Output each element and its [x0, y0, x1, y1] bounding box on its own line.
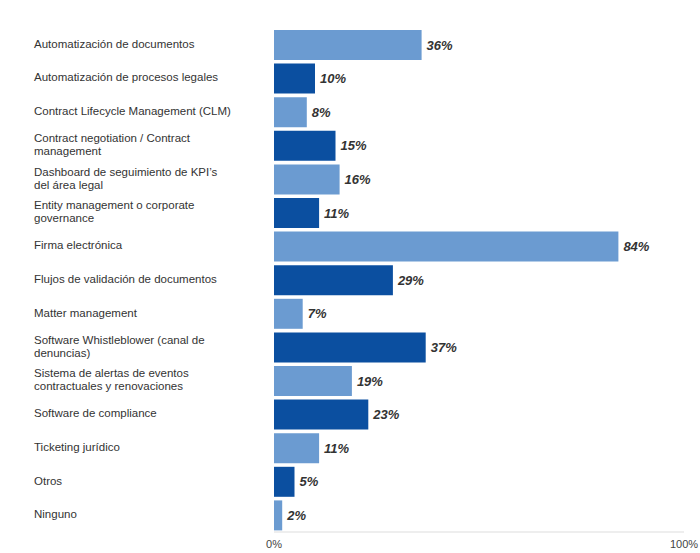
svg-text:Sistema de alertas de eventosc: Sistema de alertas de eventoscontractual…	[34, 367, 189, 392]
svg-text:Firma electrónica: Firma electrónica	[34, 239, 123, 251]
svg-text:11%: 11%	[324, 206, 349, 221]
svg-text:0%: 0%	[266, 538, 282, 550]
svg-text:Flujos de validación de docume: Flujos de validación de documentos	[34, 273, 217, 285]
svg-text:Automatización de documentos: Automatización de documentos	[34, 38, 195, 50]
svg-text:16%: 16%	[345, 172, 371, 187]
svg-text:2%: 2%	[286, 508, 306, 523]
svg-text:Software de compliance: Software de compliance	[34, 407, 157, 419]
svg-text:29%: 29%	[397, 273, 424, 288]
svg-text:36%: 36%	[427, 38, 453, 53]
svg-text:10%: 10%	[320, 71, 346, 86]
svg-text:Matter management: Matter management	[34, 307, 138, 319]
svg-text:5%: 5%	[300, 474, 319, 489]
svg-text:8%: 8%	[312, 105, 331, 120]
svg-text:19%: 19%	[357, 374, 383, 389]
svg-text:Software Whistleblower (canal: Software Whistleblower (canal dedenuncia…	[34, 334, 205, 359]
svg-text:7%: 7%	[308, 306, 327, 321]
svg-text:Otros: Otros	[34, 475, 62, 487]
svg-text:Automatización de procesos leg: Automatización de procesos legales	[34, 71, 218, 83]
svg-text:100%: 100%	[670, 538, 698, 550]
svg-text:23%: 23%	[372, 407, 399, 422]
svg-text:Entity management o corporateg: Entity management o corporategovernance	[34, 199, 194, 224]
svg-text:11%: 11%	[324, 441, 349, 456]
svg-text:Ticketing jurídico: Ticketing jurídico	[34, 441, 120, 453]
svg-text:84%: 84%	[623, 239, 649, 254]
svg-text:37%: 37%	[431, 340, 457, 355]
svg-text:15%: 15%	[341, 138, 367, 153]
svg-text:Ninguno: Ninguno	[34, 508, 77, 520]
svg-text:Dashboard de seguimiento de KP: Dashboard de seguimiento de KPI’sdel áre…	[34, 166, 218, 191]
svg-text:Contract negotiation / Contrac: Contract negotiation / Contractmanagemen…	[34, 132, 191, 157]
svg-text:Contract Lifecycle Management: Contract Lifecycle Management (CLM)	[34, 105, 231, 117]
